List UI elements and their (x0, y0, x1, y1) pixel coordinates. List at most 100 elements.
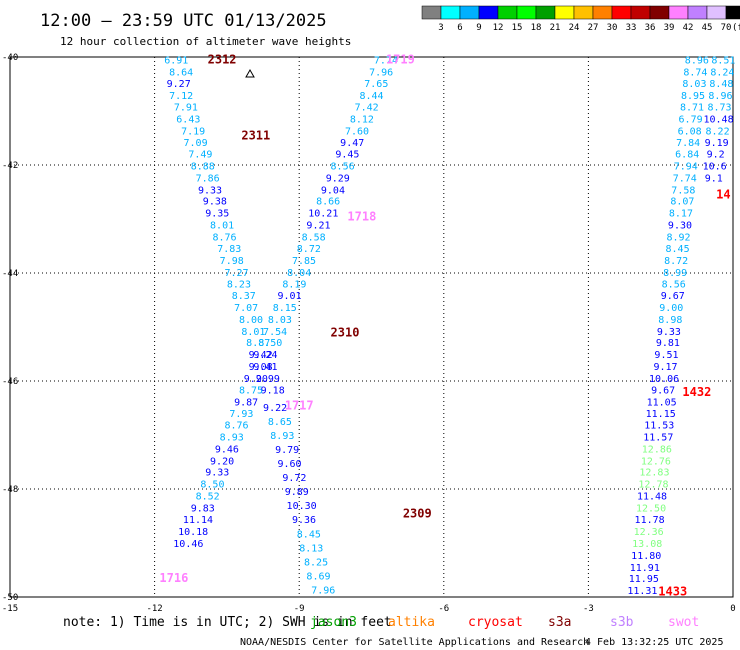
wave-height-value: 8.03 (682, 79, 706, 90)
colorbar-label: 15 (512, 23, 523, 33)
series-cryosat: 8.968.748.038.958.716.796.087.846.847.94… (627, 56, 709, 597)
colorbar-swatch (459, 5, 480, 20)
wave-height-value: 7.74 (374, 56, 398, 67)
wave-height-value: 8.74 (683, 68, 707, 79)
wave-height-value: 8.93 (220, 433, 244, 444)
wave-height-value: 8.73 (707, 103, 731, 114)
wave-height-value: 10.21 (308, 209, 338, 220)
wave-height-value: 9.51 (654, 350, 678, 361)
wave-height-value: 9.01 (278, 291, 302, 302)
wave-height-value: 8.71 (680, 103, 704, 114)
plot-area: -15 -12 -9 -6 -3 0 -40 -42 -44 -46 -48 -50 6.918.64… (2, 53, 736, 614)
wave-height-value: 7.85 (292, 256, 316, 267)
wave-height-value: 10.18 (178, 527, 208, 538)
credit-text: NOAA/NESDIS Center for Satellite Applica… (240, 637, 589, 648)
wave-height-value: 9.60 (278, 459, 302, 470)
wave-height-value: 7.54 (263, 327, 287, 338)
colorbar-swatch (630, 5, 651, 20)
x-tick-label: -9 (294, 604, 305, 614)
wave-height-value: 12.86 (642, 445, 672, 456)
wave-height-value: 9.41 (253, 362, 277, 373)
wave-height-value: 7.91 (174, 103, 198, 114)
wave-height-value: 7.83 (217, 244, 241, 255)
wave-height-value: 11.31 (627, 586, 657, 597)
colorbar-swatch (421, 5, 442, 20)
chart-subtitle: 12 hour collection of altimeter wave hei… (60, 35, 351, 48)
wave-height-value: 9.1 (705, 173, 723, 184)
series-altika: 8.518.248.488.968.7310.488.229.199.210.6… (703, 56, 736, 185)
wave-height-value: 7.42 (355, 103, 379, 114)
colorbar-label: 3 (438, 23, 443, 33)
wave-height-value: 7.58 (671, 185, 695, 196)
wave-height-value: 7.93 (229, 409, 253, 420)
wave-height-value: 8.13 (299, 543, 323, 554)
wave-height-value: 7.12 (169, 91, 193, 102)
x-tick-label: -6 (438, 604, 449, 614)
y-tick-label: -46 (2, 377, 18, 387)
pass-number-label: 1716 (159, 571, 188, 585)
wave-height-value: 7.74 (673, 173, 697, 184)
wave-height-value: 8.03 (268, 315, 292, 326)
series-s3a: 6.918.649.277.127.916.437.197.097.498.88… (164, 56, 335, 597)
wave-height-value: 7.65 (364, 79, 388, 90)
wave-height-value: 9.89 (285, 487, 309, 498)
wave-height-value: 8.12 (350, 115, 374, 126)
wave-height-value: 9.27 (167, 79, 191, 90)
wave-height-value: 9.72 (282, 473, 306, 484)
wave-height-value: 8.51 (711, 56, 735, 67)
wave-height-value: 11.91 (630, 563, 660, 574)
wave-height-value: 9.00 (659, 303, 683, 314)
wave-height-value: 9.33 (198, 185, 222, 196)
satellite-legend-item: s3b (610, 615, 634, 630)
wave-height-value: 10.46 (173, 539, 203, 550)
wave-height-value: 9.29 (326, 173, 350, 184)
wave-height-value: 7.09 (184, 138, 208, 149)
tick-labels: -15 -12 -9 -6 -3 0 -40 -42 -44 -46 -48 -50 (2, 53, 736, 614)
colorbar-label: 24 (569, 23, 580, 33)
wave-height-value: 8.64 (169, 68, 193, 79)
wave-height-value: 8.75 (239, 386, 263, 397)
wave-height-value: 6.84 (675, 150, 699, 161)
x-tick-label: -3 (583, 604, 594, 614)
wave-height-value: 9.67 (661, 291, 685, 302)
satellite-legend-item: swot (668, 615, 699, 630)
wave-height-value: 8.69 (306, 571, 330, 582)
wave-height-value: 8.24 (710, 68, 734, 79)
wave-height-value: 9.45 (335, 150, 359, 161)
wave-height-value: 8.22 (706, 126, 730, 137)
wave-height-value: 11.80 (631, 551, 661, 562)
colorbar-unit: (ft) (732, 23, 740, 33)
wave-height-value: 8.56 (331, 162, 355, 173)
wave-height-value: 11.53 (644, 421, 674, 432)
pass-number-label: 2310 (331, 325, 360, 339)
wave-height-value: 8.65 (268, 417, 292, 428)
wave-height-value: 7.84 (676, 138, 700, 149)
wave-height-value: 11.14 (183, 515, 213, 526)
plot-frame (9, 56, 734, 598)
wave-height-value: 12.50 (636, 503, 666, 514)
wave-height-value: 10.06 (649, 374, 679, 385)
wave-height-value: 10.6 (703, 162, 727, 173)
wave-height-value: 6.08 (678, 126, 702, 137)
wave-height-value: 7.07 (234, 303, 258, 314)
note-text: note: 1) Time is in UTC; 2) SWH is in fe… (63, 615, 392, 630)
wave-height-value: 8.72 (664, 256, 688, 267)
wave-height-value: 9.83 (191, 503, 215, 514)
wave-height-value: 9.36 (292, 515, 316, 526)
wave-height-value: 9.38 (203, 197, 227, 208)
wave-height-value: 8.98 (658, 315, 682, 326)
pass-number-label: 1719 (386, 53, 415, 67)
wave-height-value: 6.79 (679, 115, 703, 126)
wave-height-value: 8.96 (708, 91, 732, 102)
colorbar-swatch (706, 5, 727, 20)
wave-height-value: 9.46 (215, 445, 239, 456)
colorbar-label: 9 (476, 23, 481, 33)
y-tick-label: -40 (2, 53, 18, 63)
wave-height-value: 12.36 (634, 527, 664, 538)
wave-height-value: 9.87 (234, 398, 258, 409)
wave-height-value: 7.60 (345, 126, 369, 137)
wave-height-value: 8.76 (224, 421, 248, 432)
pass-number-label: 1432 (682, 385, 711, 399)
colorbar-label: 21 (550, 23, 561, 33)
wave-height-value: 6.91 (164, 56, 188, 67)
